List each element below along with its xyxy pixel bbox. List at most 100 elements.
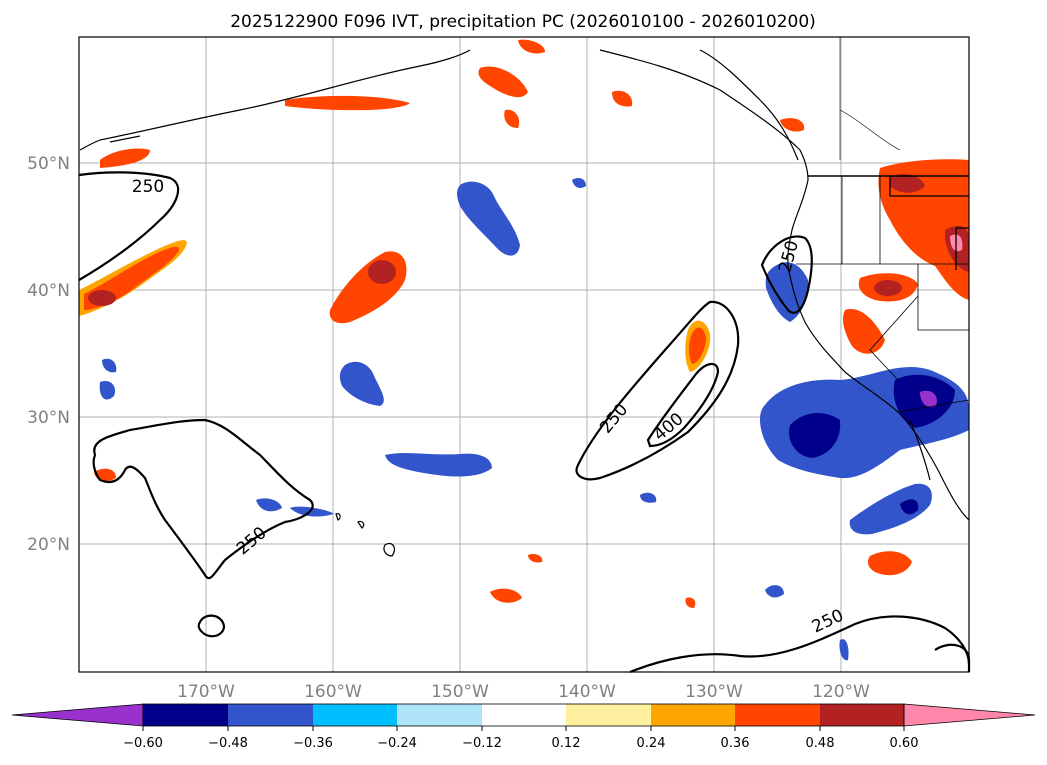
precip-area-nw-strip — [100, 148, 150, 168]
colorbar-segment-1 — [143, 704, 228, 726]
lon-label-120: 120°W — [812, 682, 870, 702]
ivt-contour-250-hawaii-loop — [197, 614, 226, 638]
precip-area-north-1 — [478, 66, 528, 98]
colorbar-label-3: −0.36 — [293, 736, 333, 751]
precip-area-w-aleutian-max — [88, 290, 116, 306]
ivt-contour-250-jet — [575, 300, 740, 481]
hawaii-island-1 — [383, 542, 396, 557]
ivt-contour-250-south-pacific — [92, 418, 314, 580]
precip-area-neg-central — [339, 361, 384, 406]
aleutian-islands — [79, 135, 141, 151]
precip-area-gulf-alaska-strip — [285, 95, 410, 111]
precip-area-north-3 — [612, 90, 633, 107]
precip-area-neg-socal-core — [789, 413, 841, 458]
precip-area-south-3 — [685, 597, 696, 608]
coastline-alaska-peninsula — [99, 49, 471, 141]
colorbar-segment-9 — [820, 704, 904, 726]
colorbar-segment-8 — [735, 704, 820, 726]
ivt-contour-250-northwest — [78, 171, 180, 281]
colorbar-ticks — [142, 726, 905, 731]
precip-area-neg-central-north — [457, 181, 520, 256]
colorbar-label-6: 0.12 — [552, 736, 581, 751]
colorbar-label-1: −0.60 — [123, 736, 163, 751]
precip-area-central-max — [368, 260, 396, 284]
coastline-baja — [897, 411, 970, 521]
precip-area-neg-west-small-2 — [102, 358, 117, 373]
precip-area-north-2 — [518, 39, 545, 54]
colorbar-frame — [142, 703, 905, 727]
precip-area-south-1 — [490, 588, 522, 603]
precip-negative-areas — [99, 178, 969, 661]
precip-area-neg-south-2 — [640, 492, 657, 503]
state-border-10 — [889, 176, 969, 197]
colorbar-label-4: −0.24 — [377, 736, 417, 751]
ivt-contours — [78, 171, 971, 674]
mexico-border — [897, 399, 970, 413]
lat-label-50: 50°N — [27, 154, 70, 174]
coastline-baja-west — [909, 419, 931, 481]
precip-area-neg-south-1 — [765, 585, 784, 598]
colorbar: −0.60 −0.48 −0.36 −0.24 −0.12 0.12 0.24 … — [11, 703, 1036, 751]
precip-area-neg-baja — [849, 483, 932, 535]
colorbar-label-7: 0.24 — [637, 736, 666, 751]
map-background — [79, 37, 969, 672]
colorbar-segment-5 — [482, 704, 566, 726]
state-border-4 — [917, 264, 969, 331]
precip-area-sierra — [842, 309, 885, 354]
colorbar-label-8: 0.36 — [721, 736, 750, 751]
precip-area-north-4 — [504, 109, 520, 128]
precip-area-neg-ca-coast — [765, 262, 809, 322]
ne-pacific-islands — [699, 49, 799, 161]
map-frame — [78, 36, 970, 673]
precip-area-neg-socal-min — [920, 390, 937, 408]
coastline-gulf-of-alaska — [599, 49, 809, 181]
colorbar-label-9: 0.48 — [806, 736, 835, 751]
precip-area-bc-coast — [780, 118, 805, 132]
hawaii-island-2 — [357, 520, 365, 529]
colorbar-extend-low — [11, 703, 144, 727]
colorbar-extend-high — [903, 703, 1036, 727]
lat-label-30: 30°N — [27, 408, 70, 428]
precip-area-neg-hawaii-ne — [385, 452, 492, 477]
precip-area-nw-usa — [878, 159, 969, 300]
colorbar-tick-labels: −0.60 −0.48 −0.36 −0.24 −0.12 0.12 0.24 … — [123, 736, 918, 751]
colorbar-label-2: −0.48 — [208, 736, 248, 751]
chart-title: 2025122900 F096 IVT, precipitation PC (2… — [230, 12, 816, 32]
ivt-contour-400-jet — [646, 362, 720, 448]
hawaii-island-3 — [335, 513, 341, 521]
precip-area-offshore-jet-core — [689, 327, 706, 364]
precip-area-neg-west-small — [99, 380, 116, 400]
precip-area-great-basin-max — [874, 280, 902, 296]
state-border-7 — [955, 227, 969, 270]
lat-label-20: 20°N — [27, 535, 70, 555]
map-panel: 250 250 250 400 250 250 — [78, 36, 971, 674]
precip-area-south-2 — [528, 553, 543, 563]
precip-positive-areas — [79, 39, 969, 608]
colorbar-label-10: 0.60 — [890, 736, 919, 751]
state-border-5 — [869, 295, 919, 381]
coastlines — [79, 37, 970, 557]
precip-area-neg-hawaii-w2 — [290, 506, 334, 517]
colorbar-label-5: −0.12 — [462, 736, 502, 751]
ivt-contour-250-south — [629, 615, 971, 674]
lon-label-150: 150°W — [431, 682, 489, 702]
precip-area-nw-usa-max — [890, 174, 925, 193]
precip-area-neg-baja-core — [900, 499, 919, 515]
colorbar-segment-3 — [313, 704, 397, 726]
precip-area-neg-far-south — [839, 639, 849, 661]
lon-label-140: 140°W — [558, 682, 616, 702]
graticule — [79, 37, 969, 672]
lon-label-130: 130°W — [685, 682, 743, 702]
ivt-label-250-northwest: 250 — [132, 177, 164, 197]
precip-area-baja-offshore — [867, 551, 912, 576]
precip-area-neg-hawaii-w — [256, 498, 282, 512]
latitude-labels: 50°N 40°N 30°N 20°N — [27, 154, 70, 555]
lon-label-170: 170°W — [177, 682, 235, 702]
colorbar-segment-7 — [651, 704, 735, 726]
lat-label-40: 40°N — [27, 281, 70, 301]
colorbar-segment-4 — [397, 704, 482, 726]
ivt-contour-250-coast — [760, 235, 813, 314]
precip-area-neg-bc — [572, 178, 586, 188]
colorbar-segment-2 — [228, 704, 313, 726]
colorbar-segment-6 — [566, 704, 651, 726]
